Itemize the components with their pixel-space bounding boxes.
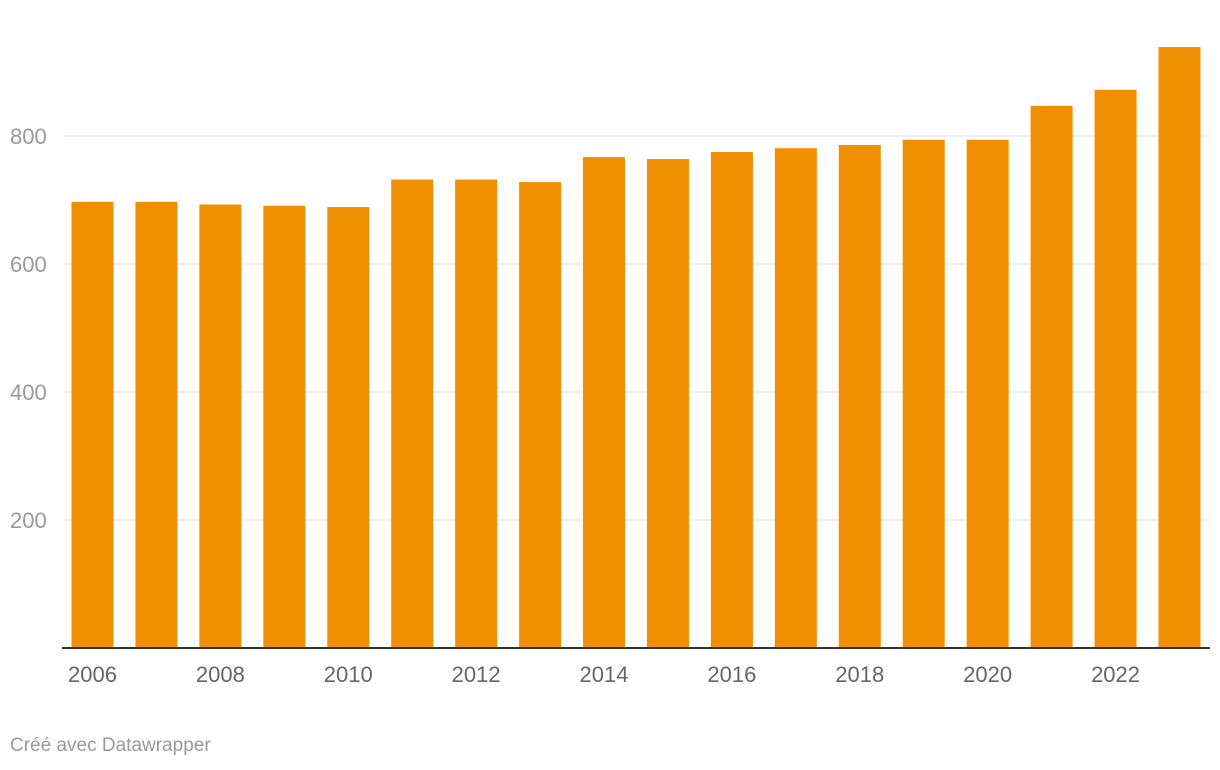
y-tick-label: 200 <box>10 508 47 533</box>
bar-2019 <box>902 139 945 648</box>
y-tick-label: 600 <box>10 252 47 277</box>
x-tick-label: 2020 <box>963 662 1012 687</box>
bar-2021 <box>1030 105 1073 649</box>
bar-2020 <box>966 139 1009 648</box>
bar-chart: 200 400 600 800 2006 2008 2010 2012 2014 2016 2018… <box>10 47 1210 687</box>
bar-2013 <box>519 182 562 648</box>
axes: 200 400 600 800 2006 2008 2010 2012 2014 2016 2018… <box>10 124 1210 687</box>
x-tick-label: 2022 <box>1091 662 1140 687</box>
bar-2006 <box>71 201 114 649</box>
bar-2009 <box>263 205 306 648</box>
bar-2015 <box>646 159 689 649</box>
bar-2023 <box>1158 47 1201 649</box>
y-tick-label: 400 <box>10 380 47 405</box>
bar-2018 <box>838 144 881 648</box>
x-tick-label: 2012 <box>452 662 501 687</box>
bar-2016 <box>710 152 753 648</box>
bar-2007 <box>135 201 178 649</box>
x-tick-label: 2018 <box>835 662 884 687</box>
x-tick-label: 2008 <box>196 662 245 687</box>
x-tick-label: 2010 <box>324 662 373 687</box>
y-tick-label: 800 <box>10 124 47 149</box>
bar-2014 <box>583 157 626 648</box>
bars <box>71 47 1201 649</box>
bar-2022 <box>1094 89 1137 649</box>
bar-2010 <box>327 207 370 649</box>
chart-canvas: 200 400 600 800 2006 2008 2010 2012 2014 2016 2018… <box>10 47 1210 687</box>
bar-2012 <box>455 179 498 648</box>
bar-2011 <box>391 179 434 648</box>
x-tick-label: 2016 <box>707 662 756 687</box>
credit-text: Créé avec Datawrapper <box>10 735 211 756</box>
bar-2017 <box>774 148 817 648</box>
x-tick-label: 2014 <box>580 662 629 687</box>
x-tick-label: 2006 <box>68 662 117 687</box>
bar-2008 <box>199 204 242 649</box>
grid-lines <box>64 135 1210 521</box>
